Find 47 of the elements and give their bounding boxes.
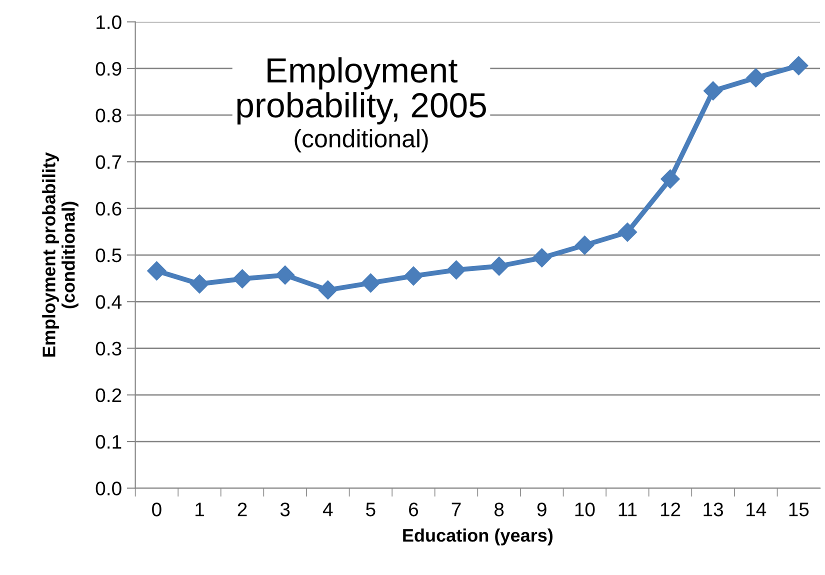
point [318, 280, 338, 300]
x-tick-label: 13 [704, 502, 724, 516]
y-axis-title: Employment probability (conditional) [42, 152, 78, 357]
point [660, 169, 680, 189]
text: (conditional) [294, 129, 428, 152]
y-tick-label: 0.4 [96, 295, 122, 309]
x-tick-label: 2 [238, 502, 247, 516]
x-tick-label: 14 [746, 502, 766, 516]
x-tick-label: 1 [196, 502, 204, 516]
point [404, 266, 424, 286]
y-tick-label: 0.7 [96, 155, 122, 169]
x-tick-label: 5 [366, 502, 376, 516]
point [746, 68, 766, 88]
point [575, 236, 594, 255]
x-tick-label: 15 [789, 502, 809, 516]
x-tick-label: 0 [152, 502, 162, 516]
point [190, 274, 210, 294]
x-tick-label: 7 [452, 502, 461, 516]
text: Employment probability, 2005 [237, 57, 486, 124]
x-tick-label: 9 [537, 502, 546, 516]
point [618, 222, 637, 242]
point [789, 56, 808, 76]
point [490, 256, 509, 276]
x-axis-title: Education (years) [403, 528, 553, 546]
x-tick-label: 6 [409, 502, 418, 516]
point [276, 266, 295, 285]
point [232, 269, 252, 288]
y-tick-label: 0.6 [96, 202, 122, 216]
point [532, 248, 552, 268]
x-tick-label: 12 [660, 502, 680, 516]
x-tick-label: 3 [280, 502, 290, 516]
x-tick-label: 8 [494, 502, 504, 516]
point [446, 260, 466, 280]
x-tick-label: 10 [575, 502, 595, 516]
y-tick-label: 0.8 [96, 108, 122, 122]
y-tick-label: 0.3 [96, 342, 122, 356]
point [704, 81, 723, 100]
y-tick-label: 1.0 [96, 15, 122, 30]
y-tick-label: 0.0 [96, 482, 122, 496]
x-tick-label: 11 [618, 502, 637, 516]
y-tick-label: 0.5 [96, 248, 122, 262]
point [361, 273, 380, 293]
x-tick-label: 4 [322, 502, 333, 516]
point [147, 261, 166, 280]
y-tick-label: 0.9 [96, 62, 122, 76]
y-tick-label: 0.1 [96, 435, 122, 449]
y-tick-label: 0.2 [96, 388, 122, 402]
